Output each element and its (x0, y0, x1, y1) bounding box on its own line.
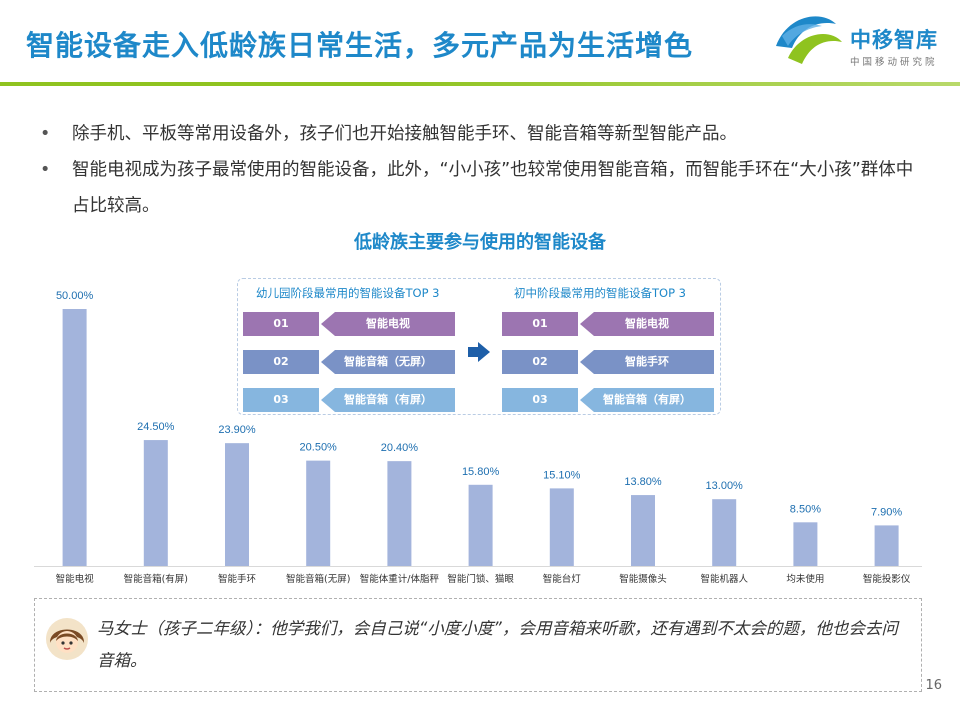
rank-number: 03 (502, 388, 578, 412)
data-label: 20.50% (300, 442, 338, 454)
logo: 中移智库 中国移动研究院 (770, 6, 950, 76)
bullet-item: 除手机、平板等常用设备外，孩子们也开始接触智能手环、智能音箱等新型智能产品。 (40, 116, 920, 152)
data-label: 50.00% (56, 290, 94, 302)
logo-icon (776, 16, 842, 64)
data-label: 13.80% (624, 476, 662, 488)
data-label: 7.90% (871, 506, 902, 518)
girl-avatar-icon (46, 618, 88, 660)
bullet-item: 智能电视成为孩子最常使用的智能设备，此外，“小小孩”也较常使用智能音箱，而智能手… (40, 152, 920, 224)
bar-11 (874, 525, 899, 566)
device-name: 智能电视 (580, 312, 714, 336)
category-label: 智能投影仪 (863, 573, 911, 585)
rank-number: 02 (243, 350, 319, 374)
data-label: 8.50% (790, 503, 821, 515)
category-label: 智能音箱(无屏) (286, 573, 350, 585)
kindergarten-top3-title: 幼儿园阶段最常用的智能设备TOP 3 (256, 286, 440, 300)
data-label: 24.50% (137, 421, 175, 433)
category-label: 智能门锁、猫眼 (447, 573, 514, 585)
device-name: 智能音箱（无屏） (321, 350, 455, 374)
device-name: 智能音箱（有屏） (580, 388, 714, 412)
logo-name: 中移智库 (850, 28, 938, 52)
category-label: 智能机器人 (700, 573, 748, 585)
logo-subtitle: 中国移动研究院 (850, 57, 938, 68)
data-label: 23.90% (218, 424, 256, 436)
category-label: 智能电视 (56, 573, 95, 585)
bar-1 (62, 309, 87, 566)
data-label: 15.10% (543, 469, 581, 481)
bar-8 (631, 495, 655, 566)
chart-baseline (34, 566, 922, 567)
interview-quote-box: 马女士（孩子二年级）：他学我们，会自己说“小度小度”，会用音箱来听歌，还有遇到不… (34, 598, 922, 692)
bar-5 (387, 461, 412, 566)
category-label: 智能摄像头 (619, 573, 667, 585)
data-label: 13.00% (706, 480, 744, 492)
category-label: 智能手环 (218, 573, 256, 585)
category-label: 智能台灯 (543, 573, 582, 585)
rank-number: 01 (502, 312, 578, 336)
category-label: 均未使用 (786, 573, 824, 585)
bar-6 (468, 484, 493, 566)
bullet-list: 除手机、平板等常用设备外，孩子们也开始接触智能手环、智能音箱等新型智能产品。 智… (40, 116, 920, 224)
header: 智能设备走入低龄族日常生活，多元产品为生活增色 中移智库 中国移动研究院 (0, 0, 960, 88)
device-name: 智能手环 (580, 350, 714, 374)
header-divider (0, 82, 960, 86)
rank-number: 03 (243, 388, 319, 412)
bar-2 (143, 440, 168, 566)
bar-3 (225, 443, 249, 566)
device-name: 智能音箱（有屏） (321, 388, 455, 412)
device-name: 智能电视 (321, 312, 455, 336)
rank-number: 01 (243, 312, 319, 336)
data-label: 20.40% (381, 442, 419, 454)
page-number: 16 (925, 678, 942, 693)
bar-9 (712, 499, 737, 566)
top3-panel: 幼儿园阶段最常用的智能设备TOP 3 初中阶段最常用的智能设备TOP 3 01 … (237, 278, 721, 415)
data-label: 15.80% (462, 466, 500, 478)
category-label: 智能体重计/体脂秤 (360, 573, 440, 585)
page-title: 智能设备走入低龄族日常生活，多元产品为生活增色 (26, 29, 694, 62)
chart-title: 低龄族主要参与使用的智能设备 (354, 232, 606, 253)
category-label: 智能音箱(有屏) (124, 573, 188, 585)
quote-text: 马女士（孩子二年级）：他学我们，会自己说“小度小度”，会用音箱来听歌，还有遇到不… (97, 619, 898, 670)
bar-7 (549, 488, 574, 566)
bar-4 (306, 460, 331, 566)
bar-10 (793, 522, 818, 566)
right-arrow-icon (468, 342, 490, 362)
middle-school-top3-title: 初中阶段最常用的智能设备TOP 3 (514, 286, 686, 300)
rank-number: 02 (502, 350, 578, 374)
